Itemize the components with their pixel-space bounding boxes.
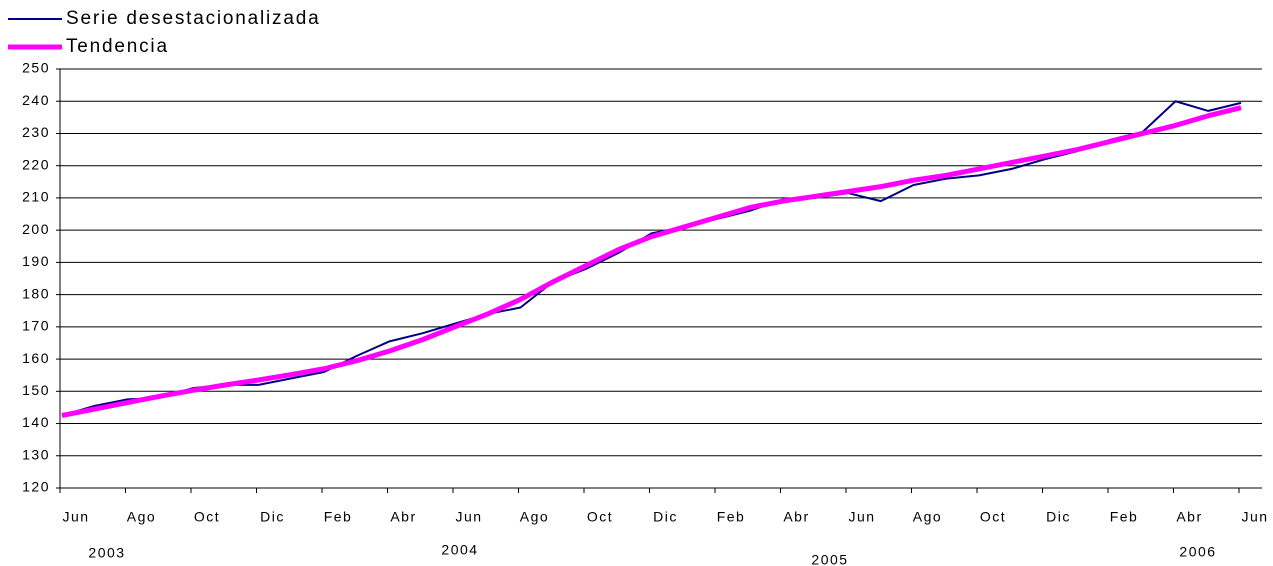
series-line — [61, 105, 1242, 418]
x-tick-label: Jun — [848, 509, 875, 525]
x-tick-label: Jun — [455, 509, 482, 525]
y-tick-label: 160 — [22, 350, 50, 366]
x-tick-label: Oct — [587, 509, 613, 525]
y-tick-label: 240 — [22, 92, 50, 108]
y-tick-label: 130 — [22, 446, 50, 462]
year-label: 2006 — [1179, 544, 1216, 560]
year-label: 2005 — [811, 552, 848, 566]
x-tick-label: Ago — [127, 509, 156, 525]
y-tick-label: 220 — [22, 156, 50, 172]
x-tick-label: Feb — [717, 509, 746, 525]
y-tick-label: 250 — [22, 60, 50, 76]
x-tick-label: Jun — [1241, 509, 1268, 525]
x-tick-label: Dic — [653, 509, 678, 525]
y-tick-label: 120 — [22, 479, 50, 495]
y-tick-label: 200 — [22, 221, 50, 237]
legend-label: Tendencia — [66, 36, 169, 57]
x-tick-label: Ago — [520, 509, 549, 525]
y-tick-label: 180 — [22, 285, 50, 301]
x-tick-label: Abr — [1176, 509, 1202, 525]
y-tick-label: 190 — [22, 253, 50, 269]
x-tick-label: Dic — [1046, 509, 1071, 525]
y-tick-label: 230 — [22, 124, 50, 140]
x-tick-label: Feb — [324, 509, 353, 525]
legend-label: Serie desestacionalizada — [66, 8, 320, 29]
y-tick-label: 150 — [22, 382, 50, 398]
series-line — [61, 100, 1242, 417]
y-tick-label: 170 — [22, 318, 50, 334]
x-tick-label: Abr — [783, 509, 809, 525]
y-tick-label: 210 — [22, 189, 50, 205]
x-tick-label: Jun — [62, 509, 89, 525]
x-tick-label: Oct — [194, 509, 220, 525]
year-label: 2004 — [441, 542, 478, 558]
x-tick-label: Abr — [390, 509, 416, 525]
y-tick-label: 140 — [22, 414, 50, 430]
x-tick-label: Dic — [260, 509, 285, 525]
x-tick-label: Oct — [980, 509, 1006, 525]
x-tick-label: Ago — [913, 509, 942, 525]
year-label: 2003 — [88, 545, 125, 561]
x-tick-label: Feb — [1110, 509, 1139, 525]
